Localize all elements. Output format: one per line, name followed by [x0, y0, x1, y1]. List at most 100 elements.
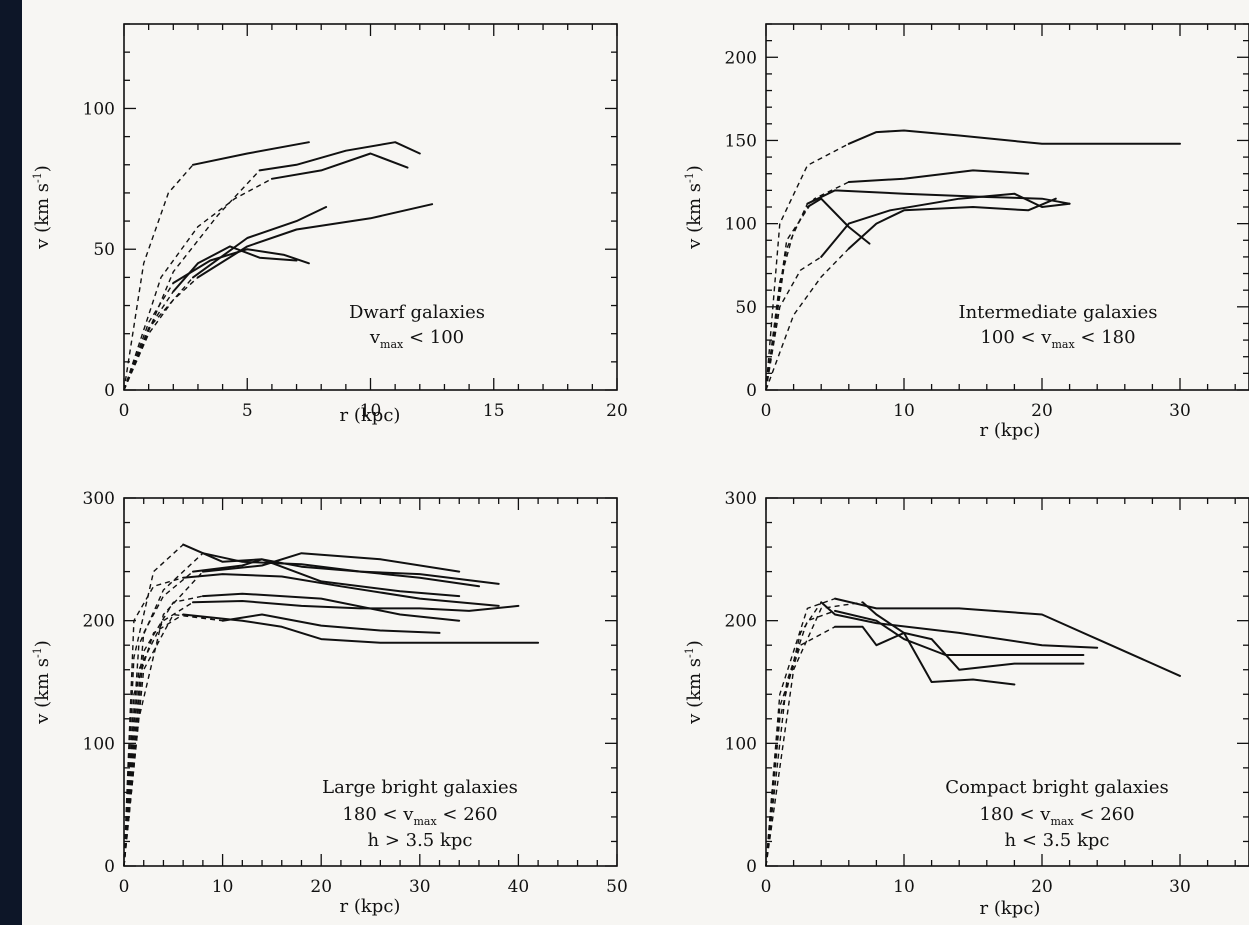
curve-3-solid: [258, 141, 421, 172]
y-tick-label: 0: [746, 857, 757, 877]
panel-large-bright-xlabel: r (kpc): [340, 896, 401, 917]
curve-9-solid: [201, 552, 461, 573]
curve-4-inner-dashed: [123, 276, 194, 391]
y-tick-label: 150: [725, 131, 757, 151]
curve-1-solid: [192, 141, 310, 166]
curve-3-inner-dashed: [765, 610, 836, 867]
panel-dwarf-annotation-2: vmax < 100: [369, 327, 464, 351]
x-tick-label: 20: [310, 877, 332, 897]
x-tick-label: 10: [893, 877, 915, 897]
curve-1-inner-dashed: [765, 143, 850, 391]
y-tick-label: 100: [83, 99, 115, 119]
panel-dwarf-xlabel: r (kpc): [340, 405, 401, 426]
panel-large-bright-ticks: 0 10 20 30 40 50 0 100 200 300: [83, 489, 628, 897]
curve-5-inner-dashed: [123, 595, 204, 867]
y-tick-label: 200: [725, 612, 757, 632]
y-tick-label: 0: [104, 857, 115, 877]
x-tick-label: 15: [483, 401, 505, 421]
panel-intermediate-annotation-1: Intermediate galaxies: [958, 302, 1157, 323]
panel-dwarf-ticks: 0 5 10 15 20 0 50 100: [83, 23, 628, 421]
curve-1-solid: [820, 601, 1099, 649]
curve-2-inner-dashed: [765, 597, 836, 867]
curve-5-solid: [861, 601, 1016, 686]
curve-4-solid: [834, 625, 1085, 671]
panel-compact-bright-annotation-2: 180 < vmax < 260: [979, 804, 1134, 828]
panel-intermediate-annotation-2: 100 < vmax < 180: [980, 327, 1135, 351]
y-ticks: 0 100 200 300: [725, 489, 1249, 877]
paper-background: [22, 0, 1249, 925]
x-tick-label: 20: [1031, 401, 1053, 421]
curve-9-inner-dashed: [123, 571, 204, 867]
curve-3-inner-dashed: [123, 169, 261, 391]
panel-intermediate: 0 10 20 30 0 50 100 150 200 r (kpc) v (km s-1) I…: [683, 23, 1249, 441]
curve-5-solid: [196, 203, 434, 279]
panel-compact-bright-xlabel: r (kpc): [980, 898, 1041, 919]
panel-dwarf-ylabel: v (km s-1): [31, 165, 53, 250]
y-ticks: 0 100 200 300: [83, 489, 617, 877]
y-tick-label: 100: [83, 734, 115, 754]
y-tick-label: 200: [83, 612, 115, 632]
x-tick-label: 30: [1169, 401, 1191, 421]
curve-2-solid: [270, 152, 409, 180]
y-tick-label: 50: [735, 298, 757, 318]
x-tick-label: 0: [761, 401, 772, 421]
curve-3-inner-dashed: [765, 203, 809, 391]
curve-4-inner-dashed: [123, 577, 184, 867]
panel-compact-bright-frame: [765, 497, 1249, 867]
curve-8-inner-dashed: [123, 613, 184, 867]
curve-4-inner-dashed: [765, 206, 809, 391]
curve-7-solid: [172, 248, 310, 284]
panel-large-bright-ylabel: v (km s-1): [31, 640, 53, 725]
y-tick-label: 50: [93, 240, 115, 260]
curve-2-solid: [847, 169, 1030, 183]
curve-4-solid: [806, 197, 871, 245]
curve-8-solid: [182, 613, 540, 644]
y-tick-label: 200: [725, 48, 757, 68]
panel-compact-bright-annotation-1: Compact bright galaxies: [945, 777, 1168, 798]
x-tick-label: 30: [409, 877, 431, 897]
panel-intermediate-ticks: 0 10 20 30 0 50 100 150 200: [725, 23, 1249, 421]
curve-1-inner-dashed: [765, 601, 822, 867]
panel-large-bright-annotation-2: 180 < vmax < 260: [342, 804, 497, 828]
x-ticks: 0 10 20 30: [761, 24, 1236, 421]
panel-large-bright-annotation-3: h > 3.5 kpc: [368, 830, 473, 851]
x-tick-label: 10: [360, 401, 382, 421]
x-tick-label: 10: [212, 877, 234, 897]
curve-5-inner-dashed: [123, 276, 199, 391]
y-tick-label: 0: [104, 381, 115, 401]
y-tick-label: 300: [83, 489, 115, 509]
panel-intermediate-ylabel: v (km s-1): [683, 165, 705, 250]
curve-1-inner-dashed: [123, 164, 194, 391]
x-tick-label: 0: [119, 401, 130, 421]
curve-6-solid: [847, 197, 1057, 250]
curve-5-solid: [820, 192, 1071, 258]
curve-1-inner-dashed: [123, 544, 184, 867]
curve-5-solid: [201, 592, 461, 622]
curve-1-solid: [847, 129, 1181, 145]
x-tick-label: 30: [1169, 877, 1191, 897]
panel-dwarf: 0 5 10 15 20 0 50 100 r (kpc) v (km s-1) Dwarf …: [31, 23, 628, 426]
curve-1-solid: [182, 543, 500, 585]
curve-4-solid: [182, 573, 500, 607]
x-tick-label: 10: [893, 401, 915, 421]
x-ticks: 0 5 10 15 20: [119, 24, 628, 421]
curve-6-inner-dashed: [765, 248, 850, 391]
curve-3-solid: [806, 189, 1071, 205]
x-tick-label: 20: [606, 401, 628, 421]
panel-large-bright-frame: [123, 497, 618, 867]
curve-3-inner-dashed: [123, 571, 194, 867]
y-tick-label: 300: [725, 489, 757, 509]
curve-2-solid: [201, 552, 480, 588]
curve-7-inner-dashed: [123, 282, 174, 391]
x-tick-label: 50: [606, 877, 628, 897]
x-tick-label: 40: [508, 877, 530, 897]
panel-compact-bright-curves: [765, 597, 1181, 867]
y-ticks: 0 50 100: [83, 23, 617, 401]
x-tick-label: 5: [242, 401, 253, 421]
panel-intermediate-xlabel: r (kpc): [980, 420, 1041, 441]
curve-5-inner-dashed: [765, 601, 863, 867]
